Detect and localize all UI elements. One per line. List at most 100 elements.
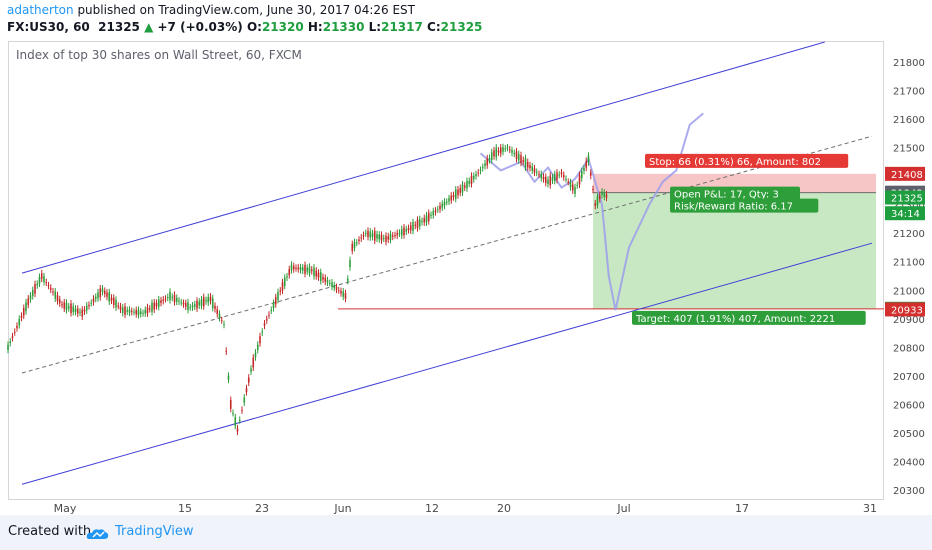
candle-body: [189, 307, 192, 309]
candle-body: [245, 388, 248, 393]
candle-body: [362, 234, 365, 237]
candle-body: [585, 160, 588, 168]
candle-body: [571, 184, 574, 191]
candle-body: [191, 305, 194, 308]
candle-body: [56, 295, 59, 302]
candle-body: [409, 225, 412, 231]
candle-body: [340, 291, 342, 294]
candle-body: [547, 179, 549, 185]
candle-body: [349, 260, 351, 268]
candle-body: [151, 302, 153, 312]
candle-body: [499, 147, 502, 154]
author-link[interactable]: adatherton: [7, 3, 74, 17]
candle-body: [562, 174, 565, 178]
candle-body: [160, 300, 162, 303]
target-label-bg: [632, 310, 866, 325]
candle-body: [65, 302, 68, 311]
candle-body: [263, 323, 266, 326]
candle-body: [459, 187, 462, 193]
candle-body: [166, 297, 169, 299]
candle-body: [274, 297, 277, 305]
price-tag: 21325: [891, 194, 923, 205]
candle-body: [358, 239, 360, 242]
candle-body: [493, 150, 495, 157]
candle-body: [223, 324, 225, 326]
price-tag: 34:14: [891, 209, 920, 220]
candle-body: [605, 194, 608, 198]
candle-body: [486, 158, 489, 166]
candle-body: [142, 312, 144, 314]
candle-body: [272, 302, 275, 309]
candle-body: [148, 308, 151, 310]
x-tick-label: 31: [863, 502, 877, 515]
chart-frame[interactable]: [8, 41, 884, 500]
candle-body: [351, 244, 354, 251]
candle-body: [441, 203, 444, 208]
candle-body: [184, 303, 187, 307]
candle-body: [119, 306, 122, 310]
candle-body: [553, 174, 556, 181]
candle-body: [164, 298, 167, 300]
candle-body: [472, 175, 475, 180]
y-tick-label: 20900: [893, 315, 925, 326]
candle-body: [520, 155, 522, 163]
candle-body: [497, 150, 500, 153]
price-change: +7 (+0.03%): [157, 20, 243, 34]
low-label: L:: [368, 20, 382, 34]
candle-body: [290, 264, 293, 271]
candle-body: [333, 285, 336, 288]
candle-body: [234, 417, 237, 426]
candle-body: [261, 331, 264, 333]
candle-body: [130, 311, 133, 313]
candle-body: [580, 171, 583, 179]
y-tick-label: 20600: [893, 400, 925, 411]
candle-body: [133, 311, 135, 313]
candle-body: [45, 282, 48, 284]
candle-body: [110, 297, 113, 301]
open-value: 21320: [261, 20, 304, 34]
candle-body: [504, 148, 507, 150]
candle-body: [583, 168, 585, 171]
tradingview-brand-link[interactable]: TradingView: [115, 524, 194, 539]
candle-body: [418, 219, 421, 227]
candle-body: [169, 291, 171, 301]
candle-body: [304, 264, 306, 274]
candle-body: [430, 214, 432, 216]
candle-body: [162, 299, 165, 302]
candle-body: [376, 234, 378, 239]
candle-body: [155, 302, 158, 307]
candle-body: [232, 412, 234, 414]
candle-body: [450, 195, 453, 201]
candle-body: [416, 219, 419, 229]
candle-body: [364, 233, 367, 235]
candle-body: [200, 299, 203, 306]
candle-body: [193, 304, 196, 307]
candle-body: [574, 187, 576, 194]
open-label: O:: [246, 20, 262, 34]
candle-body: [427, 212, 430, 222]
candle-body: [594, 203, 597, 206]
candle-body: [74, 308, 77, 312]
price-chart[interactable]: 20300 20400 20500 20600 20700 20800 20900 21000…: [0, 0, 932, 515]
candle-body: [81, 309, 84, 317]
candle-body: [517, 153, 520, 161]
candle-body: [43, 276, 45, 283]
candle-body: [556, 172, 558, 180]
candle-body: [319, 272, 322, 282]
candle-body: [299, 267, 302, 271]
candle-body: [241, 409, 243, 411]
y-tick-label: 21700: [893, 87, 925, 98]
close-label: C:: [427, 20, 441, 34]
candle-body: [103, 290, 106, 295]
candle-body: [326, 280, 329, 283]
candle-body: [567, 181, 570, 183]
candle-body: [79, 311, 81, 313]
candle-body: [20, 315, 23, 318]
published-info: published on TradingView.com, June 30, 2…: [77, 3, 415, 17]
candle-body: [115, 299, 117, 308]
candle-body: [281, 282, 284, 291]
candle-body: [328, 282, 331, 284]
candle-body: [533, 168, 536, 173]
price-tag-bg: [885, 190, 925, 205]
candle-body: [137, 309, 140, 316]
